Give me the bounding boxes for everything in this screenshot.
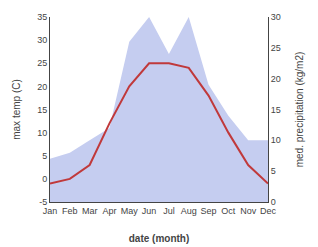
svg-text:35: 35 (37, 12, 47, 22)
svg-text:Jun: Jun (142, 206, 157, 216)
svg-text:5: 5 (271, 166, 276, 176)
svg-text:5: 5 (42, 151, 47, 161)
svg-text:Jan: Jan (43, 206, 58, 216)
svg-text:30: 30 (37, 35, 47, 45)
svg-text:25: 25 (271, 43, 281, 53)
svg-text:-5: -5 (39, 197, 47, 207)
svg-text:Aug: Aug (181, 206, 197, 216)
svg-text:med. precipitation (kg/m2): med. precipitation (kg/m2) (294, 52, 305, 168)
svg-text:10: 10 (271, 135, 281, 145)
svg-text:Oct: Oct (221, 206, 236, 216)
svg-text:25: 25 (37, 58, 47, 68)
svg-text:20: 20 (271, 74, 281, 84)
svg-text:Jul: Jul (163, 206, 175, 216)
svg-text:15: 15 (271, 105, 281, 115)
svg-text:Mar: Mar (82, 206, 98, 216)
svg-text:Sep: Sep (201, 206, 217, 216)
svg-text:Nov: Nov (240, 206, 257, 216)
svg-text:Dec: Dec (260, 206, 277, 216)
svg-text:date (month): date (month) (129, 233, 190, 244)
svg-text:May: May (121, 206, 139, 216)
svg-text:15: 15 (37, 105, 47, 115)
svg-text:Apr: Apr (102, 206, 116, 216)
svg-text:0: 0 (42, 174, 47, 184)
svg-text:Feb: Feb (62, 206, 78, 216)
svg-text:20: 20 (37, 82, 47, 92)
svg-text:10: 10 (37, 128, 47, 138)
svg-text:max temp (C): max temp (C) (11, 79, 22, 140)
svg-text:0: 0 (271, 197, 276, 207)
svg-text:30: 30 (271, 12, 281, 22)
